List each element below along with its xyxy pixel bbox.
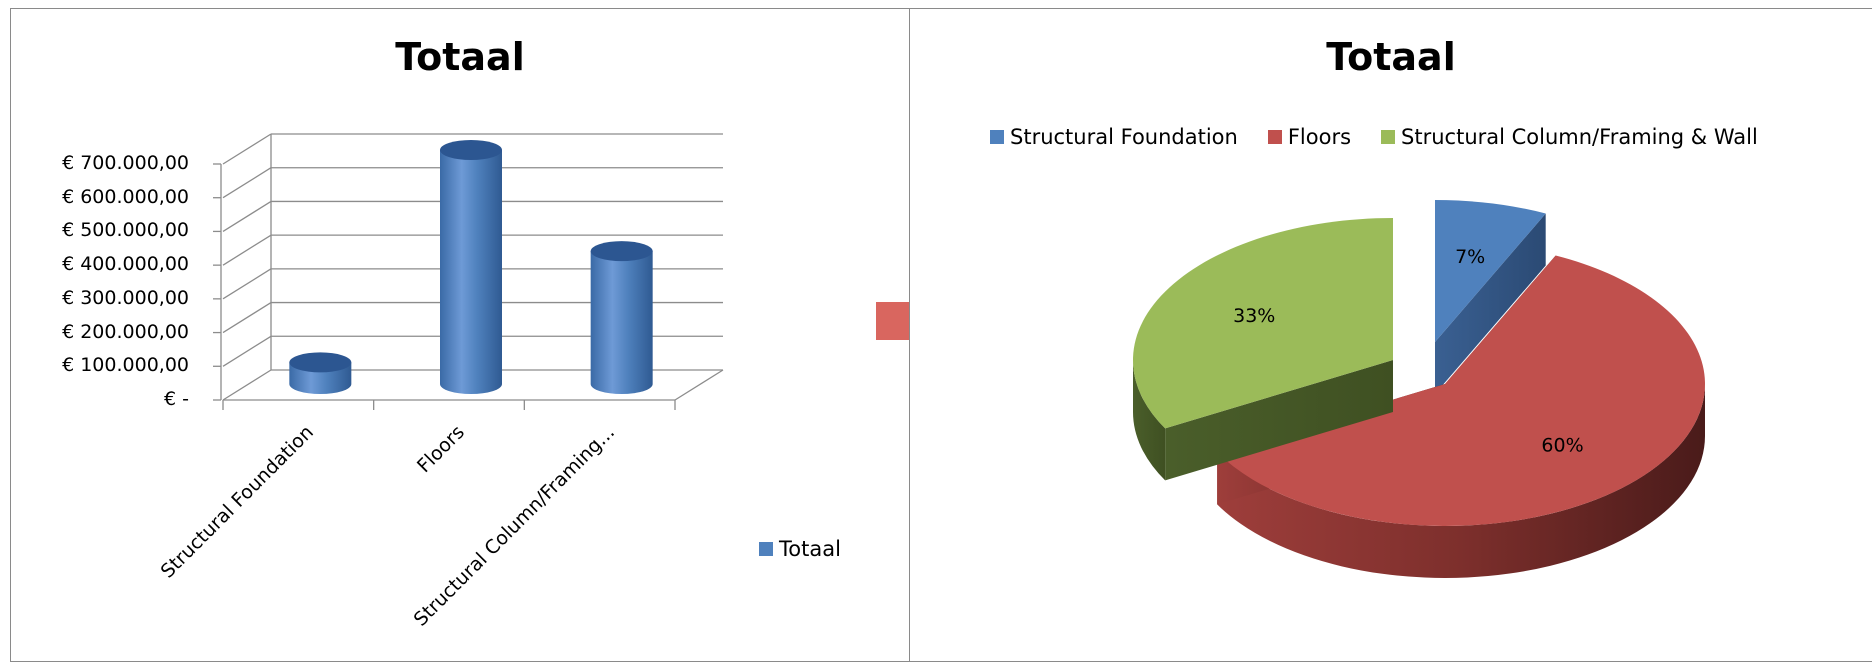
gridline-side xyxy=(222,268,272,300)
gridline-side xyxy=(222,335,272,367)
y-tick-label: € 300.000,00 xyxy=(62,286,189,309)
legend-label: Structural Column/Framing & Wall xyxy=(1401,125,1758,149)
pie-chart-title: Totaal xyxy=(1326,35,1456,79)
pie-slice-top xyxy=(1217,255,1705,526)
pie-slice: 7% xyxy=(1435,200,1546,394)
pie-slice-top xyxy=(1133,218,1393,429)
gridline-side xyxy=(222,234,272,266)
legend-item: Structural Column/Framing & Wall xyxy=(1381,125,1758,149)
bar xyxy=(440,140,502,394)
pie-chart-panel: Totaal Structural Foundation Floors Struct… xyxy=(909,8,1872,662)
legend-swatch xyxy=(1267,130,1282,144)
pie-slice-side xyxy=(1133,360,1166,481)
gridline-side xyxy=(222,369,272,401)
legend-label: Structural Foundation xyxy=(1010,125,1238,149)
pie-slice-face xyxy=(1165,360,1393,481)
legend-swatch xyxy=(1381,130,1396,144)
legend-swatch xyxy=(759,542,773,556)
bar-body xyxy=(590,251,653,394)
legend-swatch xyxy=(990,130,1004,144)
pie-data-label: 33% xyxy=(1233,305,1275,327)
bar-top xyxy=(289,352,352,373)
bar-legend: Totaal xyxy=(759,537,841,561)
y-tick-label: € 200.000,00 xyxy=(62,320,189,343)
gridline-side xyxy=(222,302,272,334)
pie-slice-top xyxy=(1435,200,1546,342)
bar-chart-panel: Totaal € - € 100.000,00 € 200.000,00 € 300.… xyxy=(10,8,910,662)
legend-label: Totaal xyxy=(779,537,841,561)
bar xyxy=(289,352,352,394)
y-tick-label: € 700.000,00 xyxy=(62,152,189,174)
pie-chart-plot: 7% 60% 33% xyxy=(1133,200,1705,578)
pie-data-label: 60% xyxy=(1541,434,1583,456)
bar xyxy=(590,241,653,394)
gridline-side xyxy=(222,133,272,165)
pie-legend: Structural Foundation Floors Structural Co… xyxy=(990,125,1758,149)
pie-slice-face xyxy=(1435,213,1546,394)
pie-slice: 33% xyxy=(1133,218,1393,481)
y-tick-label: € 500.000,00 xyxy=(62,219,189,242)
legend-item: Floors xyxy=(1267,125,1352,149)
floor-right-edge xyxy=(674,369,724,401)
y-tick-label: € 100.000,00 xyxy=(62,354,189,377)
gridline-side xyxy=(222,200,272,232)
bar-chart-title: Totaal xyxy=(395,35,525,79)
bar-chart-plot xyxy=(213,133,724,410)
bar-top xyxy=(590,241,653,262)
y-axis-labels: € - € 100.000,00 € 200.000,00 € 300.000,00 €… xyxy=(11,9,189,429)
y-tick-label: € - xyxy=(164,388,189,410)
y-tick-label: € 600.000,00 xyxy=(62,185,189,208)
legend-item: Structural Foundation xyxy=(990,125,1238,149)
bar-top xyxy=(440,140,502,160)
bar-body xyxy=(440,150,502,394)
gridline-side xyxy=(222,167,272,199)
pie-data-label: 7% xyxy=(1455,246,1485,268)
y-tick-label: € 400.000,00 xyxy=(62,253,189,276)
pie-slice: 60% xyxy=(1217,255,1705,578)
pie-slice-side xyxy=(1217,384,1705,578)
legend-label: Floors xyxy=(1287,125,1352,149)
